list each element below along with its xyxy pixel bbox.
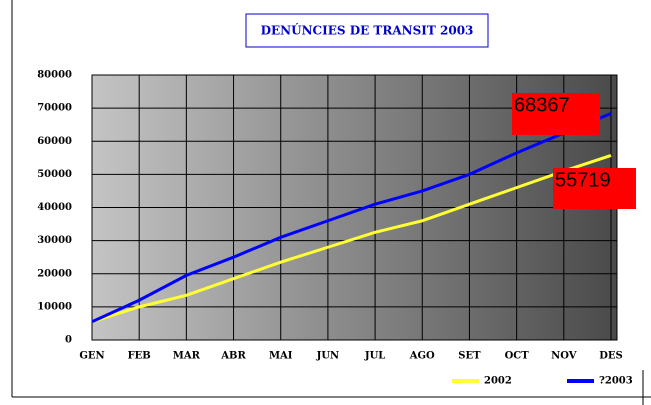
x-tick-label: JUL bbox=[364, 351, 385, 362]
x-tick-label: NOV bbox=[551, 351, 577, 362]
y-tick-label: 0 bbox=[65, 335, 72, 346]
x-tick-label: MAI bbox=[269, 351, 293, 362]
x-tick-label: ABR bbox=[220, 351, 246, 362]
data-label-box bbox=[553, 168, 636, 209]
data-label: 68367 bbox=[514, 94, 570, 116]
data-label-box bbox=[512, 93, 600, 135]
x-tick-label: DES bbox=[599, 351, 623, 362]
data-label: 55719 bbox=[555, 169, 611, 191]
title-box bbox=[245, 13, 489, 48]
x-tick-label: MAR bbox=[173, 351, 201, 362]
y-tick-label: 30000 bbox=[37, 235, 72, 246]
y-tick-label: 60000 bbox=[37, 136, 72, 147]
y-tick-label: 50000 bbox=[37, 169, 72, 180]
legend-label: 2002 bbox=[484, 376, 512, 387]
y-tick-label: 80000 bbox=[37, 70, 72, 81]
x-tick-label: FEB bbox=[128, 351, 151, 362]
y-tick-label: 10000 bbox=[37, 301, 72, 312]
series-line bbox=[91, 112, 612, 324]
y-tick-label: 40000 bbox=[37, 202, 72, 213]
y-tick-label: 70000 bbox=[37, 103, 72, 114]
x-tick-label: GEN bbox=[79, 351, 104, 362]
x-tick-label: JUN bbox=[316, 351, 340, 362]
y-tick-label: 20000 bbox=[37, 268, 72, 279]
legend-label: ?2003 bbox=[599, 376, 633, 387]
chart-title: DENÚNCIES DE TRANSIT 2003 bbox=[261, 22, 474, 38]
x-tick-label: OCT bbox=[505, 351, 530, 362]
x-tick-label: SET bbox=[458, 351, 481, 362]
x-tick-label: AGO bbox=[409, 351, 435, 362]
series-line bbox=[91, 154, 612, 324]
